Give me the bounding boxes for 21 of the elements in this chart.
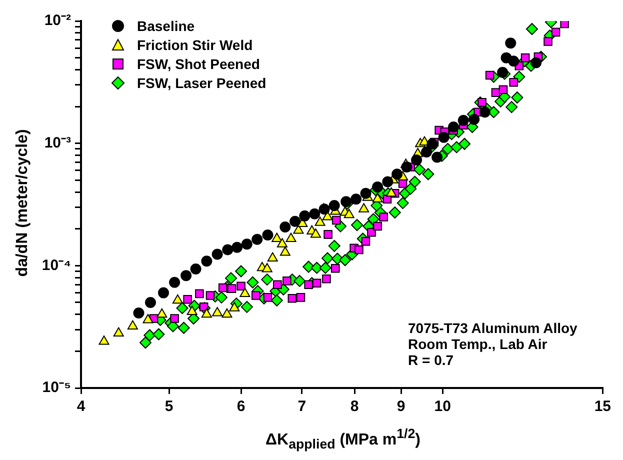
x-tick-label: 15 [594,398,611,416]
annotation: Room Temp., Lab Air [408,336,548,352]
x-tick-label: 4 [76,398,86,416]
x-tick-label: 5 [164,398,174,416]
legend-label: Friction Stir Weld [137,36,253,52]
y-tick-label: 10⁻⁵ [42,379,71,396]
legend-label: FSW, Shot Peened [137,56,260,72]
y-tick-label: 10⁻² [44,12,71,30]
x-tick-label: 6 [236,398,246,416]
y-tick-label: 10⁻⁴ [42,256,71,274]
x-tick-label: 8 [350,398,359,416]
annotation: R = 0.7 [408,352,455,368]
legend-label: FSW, Laser Peened [137,74,266,90]
annotation: 7075-T73 Aluminum Alloy [408,320,578,336]
legend-label: Baseline [137,18,195,34]
x-axis-title: ΔK$_{applied}$ (MPa m$^{1/2}$) [264,426,422,452]
x-tick-label: 9 [396,398,406,416]
x-tick-label: 10 [434,398,451,416]
x-tick-label: 7 [298,398,306,416]
y-tick-label: 10⁻³ [44,134,71,152]
y-axis-title: da/dN (meter/cycle) [14,129,32,277]
